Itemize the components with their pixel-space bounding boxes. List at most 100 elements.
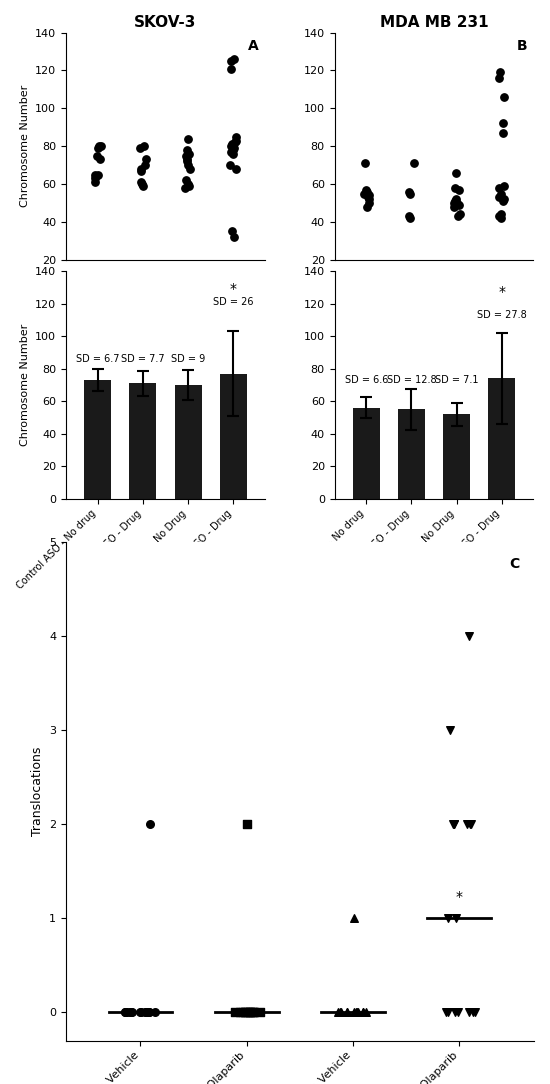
Point [238,1004,247,1021]
Point [136,163,145,180]
Point [184,145,193,163]
Point [469,1004,478,1021]
Point [334,1004,343,1021]
Point [406,209,415,227]
Point [120,1004,129,1021]
Point [467,815,476,833]
Point [495,189,504,206]
Point [232,160,240,178]
Point [184,178,193,195]
Point [137,176,146,193]
Bar [174,385,202,499]
Bar [353,408,380,499]
Point [227,138,235,155]
Point [448,815,457,833]
Point [184,176,192,193]
Point [442,1004,450,1021]
Point [360,185,368,203]
Point [125,1004,134,1021]
Text: SD = 6.7: SD = 6.7 [76,353,119,364]
Point [136,173,145,191]
Point [450,194,459,211]
Point [444,1004,453,1021]
Bar [398,410,425,499]
Point [240,1004,249,1021]
Point [232,128,240,145]
Point [181,179,190,196]
Point [466,815,475,833]
Point [454,196,463,214]
Text: SD = 7.1: SD = 7.1 [435,375,478,385]
Point [405,185,414,203]
Point [183,156,192,173]
Point [226,156,235,173]
Point [342,1004,351,1021]
Y-axis label: Translocations: Translocations [31,747,43,836]
Point [248,1004,257,1021]
Point [127,1004,136,1021]
Point [146,815,155,833]
Point [90,173,99,191]
Point [351,1004,360,1021]
Point [144,1004,153,1021]
Text: SD = 27.8: SD = 27.8 [477,310,527,320]
Point [349,1004,358,1021]
Point [496,64,504,81]
Text: SD = 12.8: SD = 12.8 [387,375,436,385]
Point [452,164,460,181]
Point [256,1004,265,1021]
Point [336,1004,345,1021]
Point [240,1004,249,1021]
Point [455,206,464,223]
Point [362,181,371,198]
Point [91,170,100,188]
Bar [84,380,111,499]
Point [404,183,413,201]
Point [364,189,372,206]
Point [353,1004,362,1021]
Point [185,160,194,178]
Text: A: A [248,39,259,53]
Point [231,133,240,151]
Point [450,815,459,833]
Point [404,208,413,225]
Point [452,909,460,927]
Point [499,115,508,132]
Point [410,155,419,172]
Point [336,1004,344,1021]
Point [228,136,236,153]
Point [465,628,474,645]
Point [183,151,191,168]
Bar [443,414,470,499]
Point [497,206,505,223]
Point [144,1004,153,1021]
Text: B: B [517,39,527,53]
Point [92,147,101,165]
Point [231,1004,240,1021]
Text: SD = 7.7: SD = 7.7 [121,353,164,364]
Point [358,1004,367,1021]
Point [243,815,251,833]
Point [123,1004,131,1021]
Point [227,143,235,160]
Point [359,1004,368,1021]
Point [499,88,508,105]
Point [182,171,190,189]
Point [364,194,373,211]
Point [445,722,454,739]
Point [499,125,508,142]
Y-axis label: Chromosome Number: Chromosome Number [20,324,30,447]
Point [141,151,150,168]
Point [140,138,148,155]
Point [454,181,463,198]
Point [365,186,373,204]
Point [120,1004,129,1021]
Point [183,130,192,147]
Point [94,166,103,183]
Point [451,179,460,196]
Point [451,1004,460,1021]
Point [494,69,503,87]
Point [452,191,460,208]
Point [350,909,359,927]
Point [226,60,235,77]
